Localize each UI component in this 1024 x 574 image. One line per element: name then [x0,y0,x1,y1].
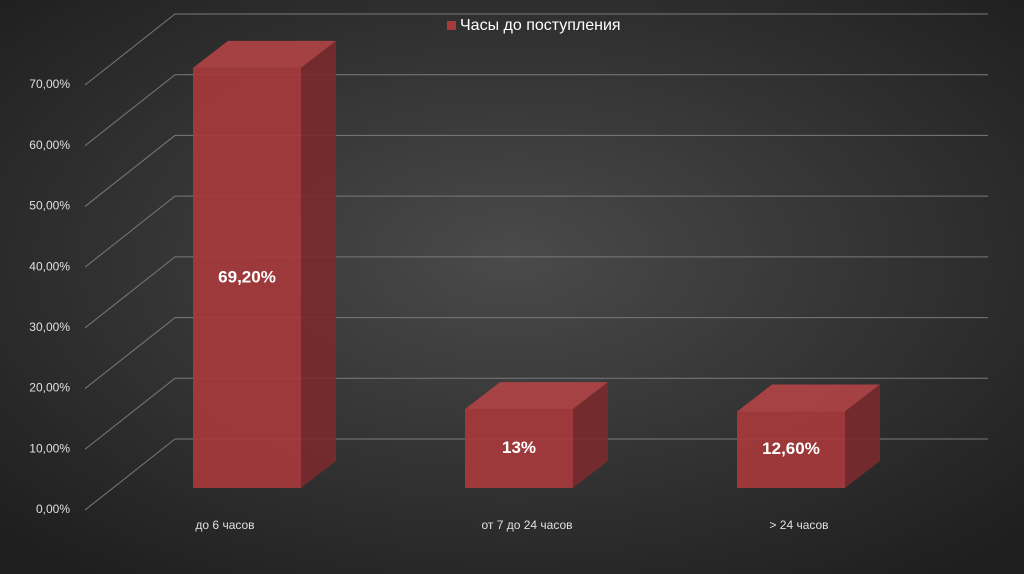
data-label: 13% [502,438,536,457]
bar [737,411,845,488]
grid-line [84,256,988,329]
bar [193,67,301,488]
data-label: 12,60% [762,439,820,458]
y-tick-label: 10,00% [29,441,70,455]
y-tick-label: 20,00% [29,381,70,395]
x-tick-label: до 6 часов [195,518,254,532]
legend-label: Часы до поступления [460,17,621,34]
grid-line [84,74,988,147]
bar-top [737,384,880,412]
grid-line [84,13,988,86]
data-label: 69,20% [218,267,276,286]
grid-line [84,195,988,268]
y-tick-label: 40,00% [29,259,70,273]
y-tick-label: 30,00% [29,320,70,334]
y-tick-label: 0,00% [36,502,70,516]
bar-top [193,40,336,68]
grid-line [84,134,988,207]
legend-swatch [447,21,456,30]
x-tick-label: от 7 до 24 часов [481,518,572,532]
x-tick-label: > 24 часов [769,518,828,532]
bar-top [465,382,608,410]
y-tick-label: 60,00% [29,138,70,152]
bar [465,409,573,488]
grid-line [84,317,988,389]
y-tick-label: 70,00% [29,77,70,91]
grid-line [84,377,988,450]
grid-line [84,438,988,511]
y-tick-label: 50,00% [29,199,70,213]
bar-side [845,384,880,488]
bar-side [301,40,336,488]
bar-side [573,382,608,488]
